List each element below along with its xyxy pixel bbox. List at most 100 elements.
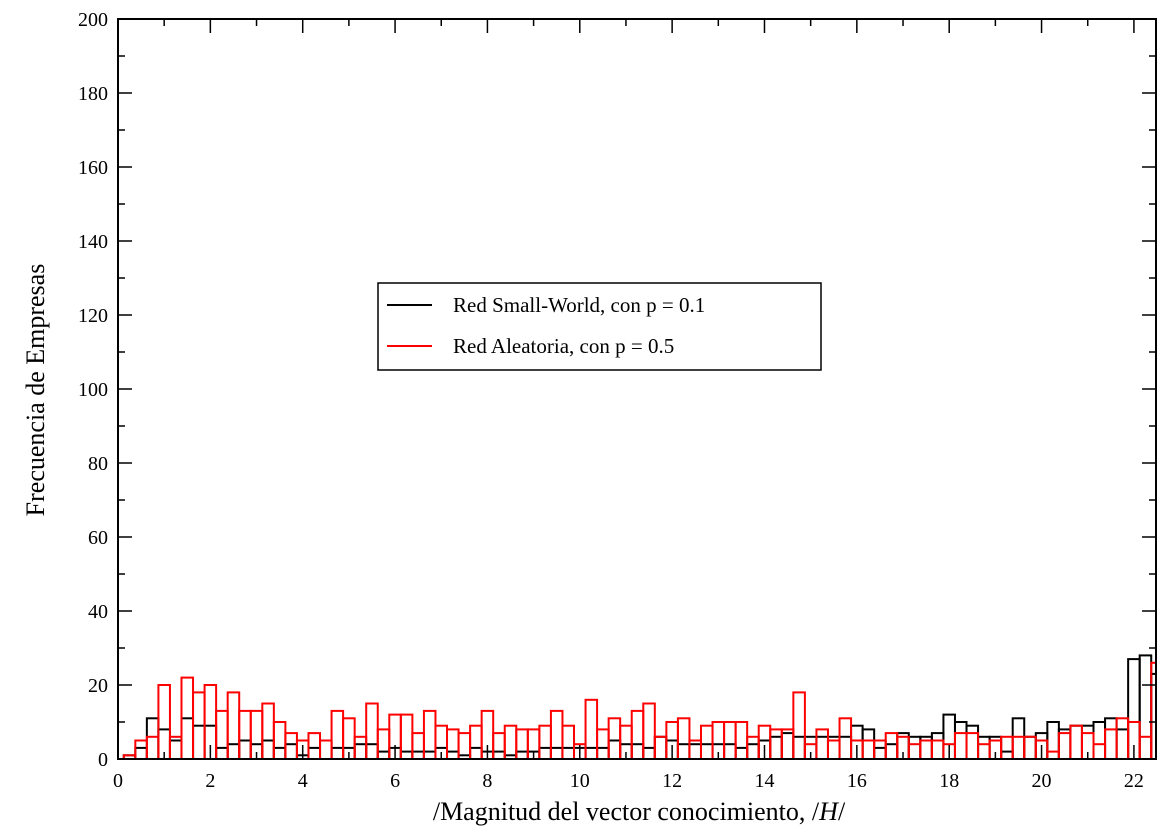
bar-small-world bbox=[365, 743, 379, 761]
bar-small-world bbox=[353, 743, 368, 761]
y-tick-label: 120 bbox=[78, 305, 108, 327]
bar-small-world bbox=[688, 743, 702, 761]
axis-tick-labels: 0 2 4 6 8 10 12 14 16 18 20 22 0 20 40 60 80 100 120 140 160… bbox=[78, 9, 1144, 792]
bar-aleatoria bbox=[353, 735, 368, 760]
bar-aleatoria bbox=[134, 739, 148, 760]
y-tick-label: 40 bbox=[88, 601, 108, 623]
bar-aleatoria bbox=[630, 709, 645, 761]
y-tick-label: 200 bbox=[78, 9, 108, 31]
bar-aleatoria bbox=[503, 724, 518, 761]
bar-small-world bbox=[1000, 750, 1014, 760]
plot-frame bbox=[117, 18, 1157, 760]
bar-small-world bbox=[446, 750, 460, 760]
bar-small-world bbox=[838, 735, 853, 760]
x-tick-label: 14 bbox=[754, 770, 774, 792]
bar-small-world bbox=[226, 743, 241, 761]
bar-aleatoria bbox=[1023, 735, 1037, 760]
bar-aleatoria bbox=[249, 709, 264, 761]
bar-small-world bbox=[1127, 658, 1141, 760]
bar-aleatoria bbox=[376, 728, 391, 761]
bar-small-world bbox=[723, 743, 737, 761]
bar-small-world bbox=[422, 750, 437, 760]
bar-small-world bbox=[1069, 724, 1083, 761]
bar-aleatoria bbox=[861, 739, 876, 760]
x-tick-label: 8 bbox=[482, 770, 492, 792]
bar-aleatoria bbox=[446, 728, 460, 761]
bar-small-world bbox=[977, 735, 991, 760]
bar-small-world bbox=[492, 750, 506, 760]
bar-small-world bbox=[699, 743, 714, 761]
bar-aleatoria bbox=[642, 702, 656, 760]
series-small-world-histogram bbox=[122, 654, 1157, 761]
bar-aleatoria bbox=[215, 709, 229, 761]
bar-small-world bbox=[769, 735, 783, 760]
x-tick-label: 20 bbox=[1032, 770, 1052, 792]
bar-aleatoria bbox=[157, 684, 171, 760]
x-tick-label: 18 bbox=[939, 770, 959, 792]
bar-aleatoria bbox=[1046, 750, 1060, 760]
bar-small-world bbox=[676, 743, 691, 761]
bar-aleatoria bbox=[815, 728, 829, 761]
bar-small-world bbox=[145, 717, 160, 760]
y-tick-label: 60 bbox=[88, 527, 108, 549]
bar-aleatoria bbox=[238, 709, 252, 761]
bar-small-world bbox=[180, 717, 195, 760]
bar-aleatoria bbox=[1138, 735, 1153, 760]
bar-aleatoria bbox=[792, 691, 806, 761]
x-tick-label: 10 bbox=[570, 770, 590, 792]
y-tick-label: 20 bbox=[88, 675, 108, 697]
bar-aleatoria bbox=[330, 709, 345, 761]
bar-aleatoria bbox=[226, 691, 241, 761]
bar-aleatoria bbox=[319, 739, 333, 760]
bar-small-world bbox=[192, 724, 206, 761]
bar-small-world bbox=[330, 746, 345, 761]
bar-aleatoria bbox=[307, 732, 322, 760]
y-tick-label: 80 bbox=[88, 453, 108, 475]
y-axis-label: Frecuencia de Empresas bbox=[21, 264, 50, 517]
bar-aleatoria bbox=[1092, 743, 1107, 761]
bar-aleatoria bbox=[907, 743, 922, 761]
bar-small-world bbox=[134, 746, 148, 761]
bar-small-world bbox=[319, 739, 333, 760]
bar-small-world bbox=[792, 735, 806, 760]
bar-small-world bbox=[376, 750, 391, 760]
bar-aleatoria bbox=[584, 698, 599, 760]
y-tick-label: 0 bbox=[98, 749, 108, 771]
bar-aleatoria bbox=[1104, 728, 1118, 761]
bar-small-world bbox=[411, 750, 425, 760]
bar-aleatoria bbox=[549, 709, 564, 761]
bar-small-world bbox=[642, 746, 656, 761]
bar-small-world bbox=[815, 735, 829, 760]
bar-aleatoria bbox=[977, 743, 991, 761]
bar-aleatoria bbox=[826, 739, 841, 760]
bar-aleatoria bbox=[607, 717, 622, 760]
legend-label-small-world: Red Small-World, con p = 0.1 bbox=[453, 293, 705, 317]
bar-small-world bbox=[953, 721, 968, 760]
bar-small-world bbox=[584, 746, 599, 761]
bar-small-world bbox=[861, 728, 876, 761]
x-tick-label: 22 bbox=[1124, 770, 1144, 792]
bar-aleatoria bbox=[515, 728, 529, 761]
bar-small-world bbox=[1011, 717, 1026, 760]
bar-aleatoria bbox=[1000, 735, 1014, 760]
y-tick-label: 160 bbox=[78, 157, 108, 179]
bar-small-world bbox=[1138, 654, 1153, 761]
bar-aleatoria bbox=[873, 739, 887, 760]
bar-aleatoria bbox=[261, 702, 275, 760]
bar-small-world bbox=[607, 739, 622, 760]
bar-aleatoria bbox=[411, 732, 425, 760]
bar-small-world bbox=[561, 746, 576, 761]
bar-small-world bbox=[873, 746, 887, 761]
bar-small-world bbox=[653, 735, 668, 760]
x-tick-label: 0 bbox=[113, 770, 123, 792]
bar-aleatoria bbox=[769, 728, 783, 761]
bar-small-world bbox=[965, 724, 980, 761]
bar-small-world bbox=[734, 746, 749, 761]
bar-aleatoria bbox=[653, 735, 668, 760]
bar-aleatoria bbox=[919, 739, 933, 760]
bar-aleatoria bbox=[838, 717, 853, 760]
x-axis-label: /Magnitud del vector conocimiento, /H/ bbox=[433, 797, 846, 826]
bar-small-world bbox=[596, 746, 610, 761]
bar-aleatoria bbox=[538, 724, 552, 761]
